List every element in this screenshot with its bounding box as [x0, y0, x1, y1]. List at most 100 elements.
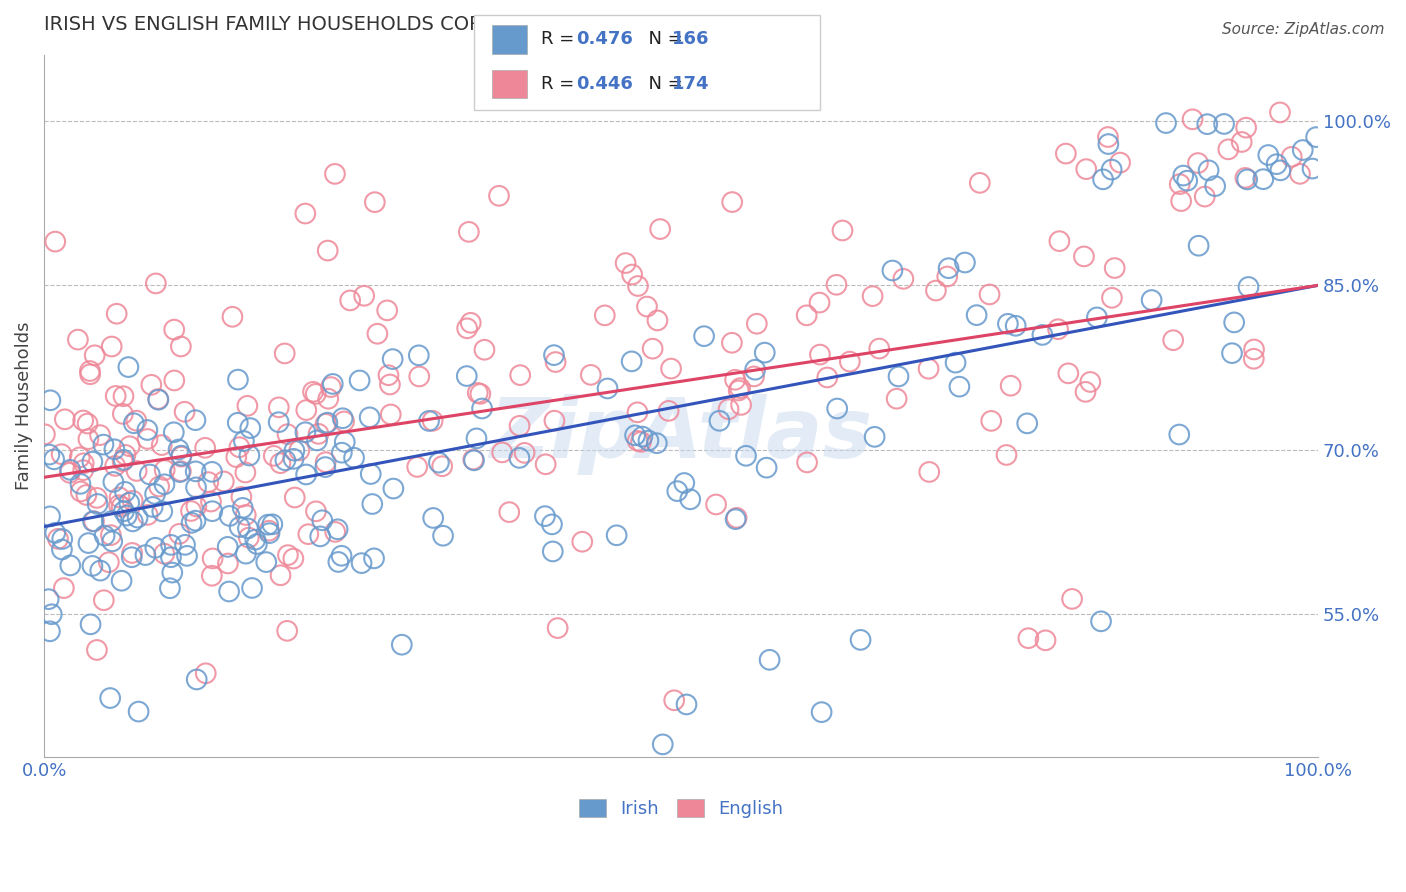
Point [744, 362, 766, 376]
Point [627, 279, 650, 293]
Point [953, 255, 976, 269]
Point [121, 515, 143, 529]
Point [541, 517, 564, 532]
Point [460, 316, 482, 330]
Point [148, 479, 170, 493]
Point [51, 532, 73, 546]
Point [330, 445, 353, 459]
Point [925, 284, 948, 298]
Point [1289, 167, 1312, 181]
Point [226, 373, 249, 387]
Point [382, 482, 405, 496]
Point [246, 537, 269, 551]
Point [1078, 375, 1101, 389]
Point [326, 522, 349, 536]
Point [257, 517, 280, 532]
Point [966, 308, 988, 322]
Point [366, 326, 388, 341]
Point [381, 352, 404, 367]
Point [1074, 384, 1097, 399]
Point [52, 581, 75, 595]
Point [217, 540, 239, 554]
Point [457, 225, 479, 239]
Text: 0.446: 0.446 [576, 75, 633, 93]
Point [1092, 172, 1115, 186]
Point [153, 547, 176, 561]
Point [1194, 189, 1216, 203]
Point [917, 361, 939, 376]
Point [825, 401, 848, 416]
Point [1154, 116, 1177, 130]
Point [1076, 162, 1098, 177]
Point [283, 443, 305, 458]
Point [69, 476, 91, 491]
Point [218, 508, 240, 523]
Point [86, 491, 108, 505]
Point [1204, 179, 1226, 194]
Point [491, 445, 513, 459]
Text: 0.476: 0.476 [576, 30, 633, 48]
Point [755, 460, 778, 475]
Point [1175, 174, 1198, 188]
Point [305, 434, 328, 448]
Point [673, 475, 696, 490]
Point [467, 385, 489, 400]
Point [1187, 156, 1209, 170]
Point [815, 370, 838, 384]
Point [305, 504, 328, 518]
Point [456, 321, 478, 335]
Point [810, 705, 832, 719]
Point [146, 392, 169, 406]
Text: 166: 166 [672, 30, 710, 48]
Point [543, 348, 565, 362]
Point [1104, 260, 1126, 275]
Point [1198, 163, 1220, 178]
Point [659, 361, 682, 376]
Point [627, 434, 650, 448]
Point [969, 176, 991, 190]
Point [333, 434, 356, 449]
Point [104, 389, 127, 403]
Point [39, 393, 62, 408]
Point [322, 376, 344, 391]
Text: Source: ZipAtlas.com: Source: ZipAtlas.com [1222, 22, 1385, 37]
Point [112, 504, 135, 518]
Point [110, 500, 132, 514]
Point [1161, 333, 1184, 347]
Point [108, 498, 131, 512]
Point [53, 412, 76, 426]
Point [38, 592, 60, 607]
Point [796, 309, 818, 323]
Point [406, 459, 429, 474]
Point [59, 463, 82, 477]
Point [1230, 135, 1253, 149]
Point [1140, 293, 1163, 307]
Point [269, 456, 291, 470]
Point [544, 355, 567, 369]
Point [408, 348, 430, 362]
Point [197, 475, 219, 490]
Point [1234, 170, 1257, 185]
Point [432, 529, 454, 543]
Point [754, 345, 776, 359]
Point [128, 705, 150, 719]
Point [1243, 351, 1265, 366]
Point [309, 529, 332, 543]
Point [39, 509, 62, 524]
Point [1109, 155, 1132, 169]
Point [201, 504, 224, 518]
Point [305, 387, 328, 401]
Point [111, 407, 134, 421]
Point [186, 500, 208, 514]
Point [194, 441, 217, 455]
Point [112, 389, 135, 403]
Point [614, 256, 637, 270]
Point [169, 465, 191, 479]
Point [103, 475, 125, 489]
Point [1220, 346, 1243, 360]
Point [727, 384, 749, 398]
Point [201, 551, 224, 566]
Point [180, 516, 202, 530]
Point [59, 558, 82, 573]
Point [353, 289, 375, 303]
